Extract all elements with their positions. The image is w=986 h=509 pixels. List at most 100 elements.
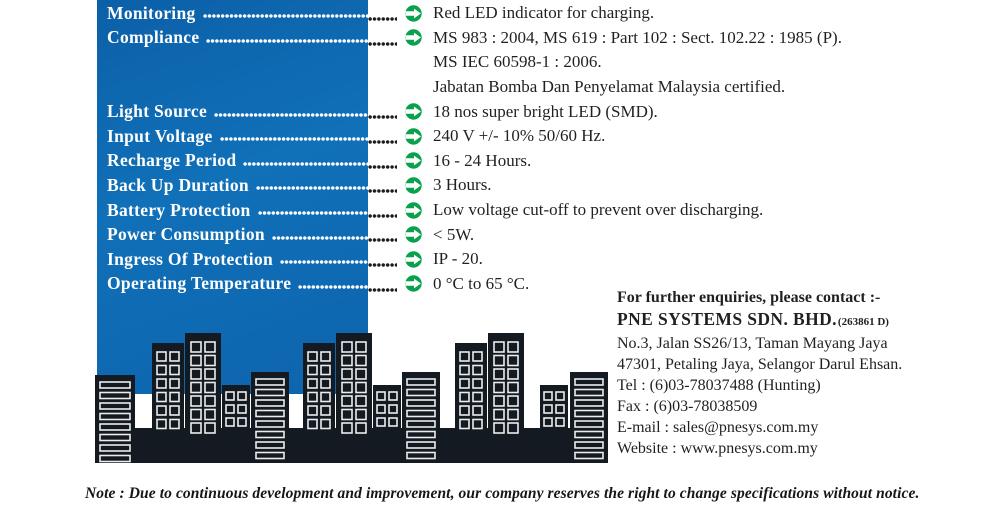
- skyline-shape: [237, 404, 247, 414]
- skyline-shape: [99, 381, 131, 389]
- skyline-shape: [355, 354, 367, 367]
- skyline-shape: [543, 417, 553, 427]
- skyline-shape: [507, 368, 519, 380]
- website-line: Website : www.pnesys.com.my: [617, 440, 818, 457]
- spec-value-line: Jabatan Bomba Dan Penyelamat Malaysia ce…: [397, 75, 842, 100]
- skyline-shape: [455, 343, 487, 463]
- spec-value-zone: 16 - 24 Hours.: [397, 149, 531, 174]
- skyline-shape: [507, 422, 519, 434]
- skyline-shape: [406, 451, 436, 460]
- skyline-shape: [406, 399, 436, 407]
- dotted-leader-white: [243, 161, 368, 166]
- skyline-shape: [156, 351, 167, 362]
- skyline-shape: [341, 422, 353, 434]
- skyline-shape: [204, 341, 216, 353]
- dotted-leader-black: [368, 115, 397, 120]
- spec-label: Operating Temperature: [107, 273, 292, 294]
- skyline-shape: [156, 405, 167, 416]
- spec-value: Red LED indicator for charging.: [433, 3, 655, 23]
- skyline-shape: [237, 417, 247, 427]
- skyline-shape: [555, 391, 565, 401]
- skyline-shape: [574, 399, 604, 407]
- skyline-shape: [156, 418, 167, 430]
- dotted-leader-white: [219, 137, 368, 142]
- skyline-shape: [204, 381, 216, 394]
- arrow-right-circle-icon: [405, 275, 422, 293]
- spec-label-zone: Operating Temperature: [107, 272, 368, 297]
- skyline-shape: [376, 404, 386, 414]
- skyline-shape: [472, 391, 483, 403]
- arrow-right-circle-icon: [405, 128, 422, 145]
- spec-value-zone: Low voltage cut-off to prevent over disc…: [397, 198, 763, 223]
- skyline-shape: [190, 381, 202, 394]
- skyline-shape: [307, 391, 318, 403]
- skyline-shape: [307, 351, 318, 362]
- skyline-shape: [341, 381, 353, 394]
- skyline-shape: [555, 417, 565, 427]
- dotted-leader-black: [368, 139, 397, 144]
- spec-label: Monitoring: [107, 2, 196, 23]
- spec-row: Compliance MS 983 : 2004, MS 619 : Part 1…: [107, 26, 842, 100]
- skyline-shape: [255, 388, 285, 397]
- skyline-shape: [320, 351, 331, 362]
- skyline-shape: [507, 341, 519, 353]
- skyline-shape: [237, 391, 247, 401]
- spec-value: Jabatan Bomba Dan Penyelamat Malaysia ce…: [433, 77, 786, 97]
- skyline-shape: [169, 391, 180, 403]
- company-name: PNE SYSTEMS SDN. BHD.: [617, 309, 837, 329]
- skyline-shape: [255, 441, 285, 449]
- skyline-shape: [355, 395, 367, 407]
- skyline-shape: [204, 354, 216, 367]
- dotted-leader-black: [368, 164, 397, 169]
- skyline-shape: [320, 418, 331, 430]
- skyline-shape: [406, 430, 436, 439]
- spec-label-zone: Monitoring: [107, 1, 368, 26]
- skyline-shape: [507, 381, 519, 394]
- skyline-shape: [320, 391, 331, 403]
- skyline-shape: [204, 422, 216, 434]
- skyline-shape: [493, 381, 505, 394]
- skyline-shape: [204, 395, 216, 407]
- skyline-shape: [355, 368, 367, 380]
- skyline-shape: [472, 351, 483, 362]
- spec-row: Power Consumption < 5W.: [107, 222, 842, 247]
- dotted-leader-white: [257, 211, 368, 216]
- skyline-shape: [543, 391, 553, 401]
- spec-value: < 5W.: [433, 224, 475, 244]
- skyline-shape: [574, 430, 604, 439]
- spec-value: MS 983 : 2004, MS 619 : Part 102 : Sect.…: [433, 27, 842, 47]
- dotted-leader-black: [368, 17, 397, 21]
- skyline-shape: [406, 441, 436, 449]
- skyline-shape: [190, 354, 202, 367]
- spec-value-line: 0 °C to 65 °C.: [397, 272, 529, 297]
- spec-label-zone: Back Up Duration: [107, 173, 368, 198]
- skyline-shape: [307, 364, 318, 376]
- spec-row: Recharge Period 16 - 24 Hours.: [107, 149, 842, 174]
- fax-line: Fax : (6)03-78038509: [617, 398, 758, 415]
- skyline-shape: [99, 402, 131, 410]
- skyline-shape: [255, 451, 285, 460]
- skyline-shape: [574, 451, 604, 460]
- spec-value: IP - 20.: [433, 249, 483, 269]
- skyline-shape: [341, 354, 353, 367]
- spec-label: Recharge Period: [107, 150, 237, 171]
- spec-label-zone: Compliance: [107, 26, 368, 51]
- skyline-shape: [204, 368, 216, 380]
- skyline-shape: [225, 391, 235, 401]
- skyline-shape: [255, 430, 285, 439]
- skyline-shape: [376, 391, 386, 401]
- skyline-shape: [459, 418, 470, 430]
- skyline-shape: [355, 408, 367, 421]
- spec-value-line: 3 Hours.: [397, 173, 492, 198]
- skyline-shape: [459, 351, 470, 362]
- company-line: PNE SYSTEMS SDN. BHD.(263861 D): [617, 308, 902, 333]
- spec-value-line: Low voltage cut-off to prevent over disc…: [397, 198, 763, 223]
- skyline-shape: [169, 378, 180, 389]
- skyline-shape: [459, 364, 470, 376]
- skyline-shape: [493, 422, 505, 434]
- skyline-shape: [307, 378, 318, 389]
- skyline-shape: [493, 354, 505, 367]
- skyline-shape: [341, 368, 353, 380]
- spec-label-zone: Ingress Of Protection: [107, 247, 368, 272]
